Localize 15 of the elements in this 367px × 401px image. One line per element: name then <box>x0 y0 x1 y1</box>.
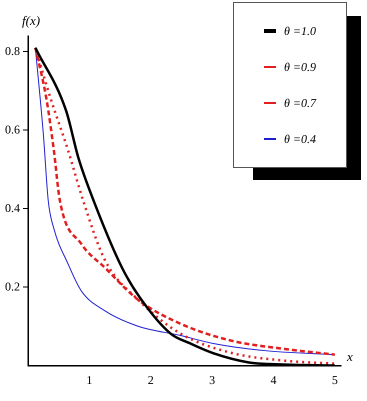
legend-label: θ =1.0 <box>284 24 316 38</box>
y-tick-label: 0.4 <box>5 200 20 215</box>
x-tick-label: 1 <box>86 372 92 387</box>
y-tick-label: 0.6 <box>5 122 20 136</box>
x-axis-title: x <box>346 349 353 364</box>
legend-label: θ =0.7 <box>284 96 316 110</box>
x-tick-label: 5 <box>332 372 338 387</box>
y-axis-title: f(x) <box>22 12 40 28</box>
x-tick-label: 4 <box>270 372 276 387</box>
legend-label: θ =0.9 <box>284 60 316 74</box>
y-tick-label: 0.2 <box>5 279 20 294</box>
y-tick-label: 0.8 <box>5 44 20 58</box>
x-tick-label: 2 <box>148 372 154 387</box>
x-tick-label: 3 <box>209 372 216 387</box>
legend-label: θ =0.4 <box>284 132 316 146</box>
